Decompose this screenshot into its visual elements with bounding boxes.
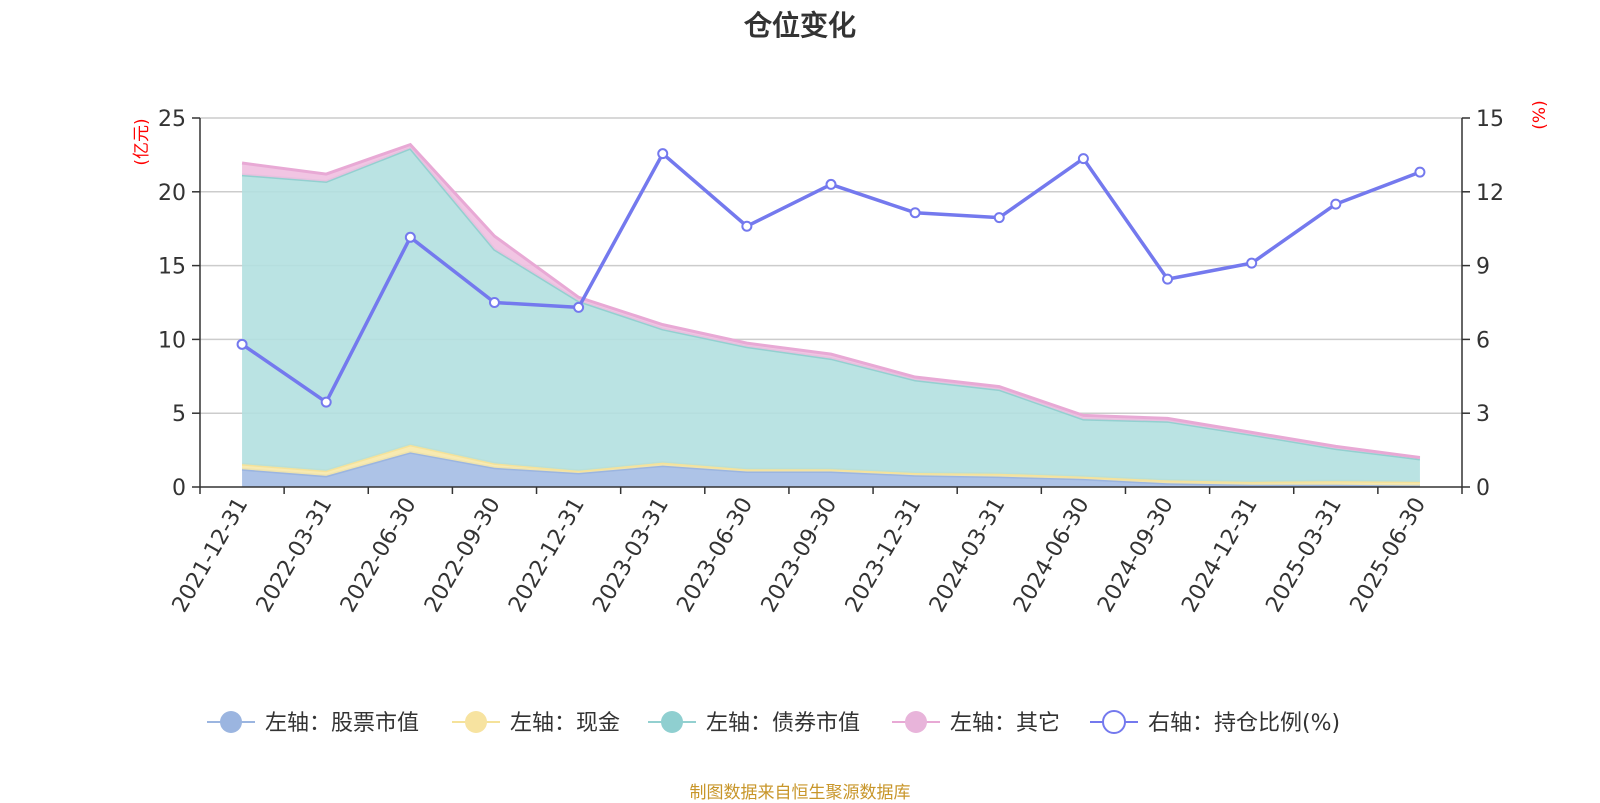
x-axis-tick-label: 2023-06-30	[672, 494, 758, 617]
legend-item: 左轴：债券市值	[648, 711, 860, 736]
legend-item: 左轴：现金	[452, 711, 620, 736]
legend-marker	[465, 711, 487, 733]
ratio-line	[236, 148, 1426, 408]
area-左轴：股票市值	[242, 452, 1420, 487]
ratio-point	[1077, 153, 1089, 165]
chart-title: 仓位变化	[743, 9, 856, 42]
left-axis-tick-label: 15	[158, 255, 186, 280]
legend-marker	[661, 711, 683, 733]
ratio-point	[1246, 257, 1258, 269]
x-axis-tick-label: 2025-03-31	[1261, 494, 1347, 617]
ratio-point	[488, 297, 500, 308]
left-axis-tick-label: 25	[158, 107, 186, 132]
left-axis-unit: (亿元)	[132, 118, 152, 165]
x-axis-tick-label: 2023-09-30	[757, 494, 843, 617]
legend-item: 左轴：其它	[892, 711, 1060, 736]
ratio-point	[825, 178, 837, 190]
x-axis-tick-label: 2024-12-31	[1177, 494, 1263, 617]
x-axis-tick-label: 2025-06-30	[1346, 494, 1432, 617]
right-axis-tick-label: 9	[1476, 255, 1490, 280]
right-axis-tick-label: 15	[1476, 107, 1504, 132]
ratio-point	[320, 396, 332, 408]
legend-label: 左轴：股票市值	[265, 711, 419, 736]
x-axis-tick-label: 2023-12-31	[841, 494, 927, 617]
legend-marker	[905, 711, 927, 733]
data-source-note: 制图数据来自恒生聚源数据库	[689, 783, 911, 803]
right-axis-tick-label: 3	[1476, 402, 1490, 427]
x-axis-tick-label: 2022-06-30	[336, 494, 422, 617]
right-axis-tick-label: 6	[1476, 328, 1490, 353]
ratio-point	[909, 207, 921, 219]
x-axis-tick-label: 2024-06-30	[1009, 494, 1095, 617]
ratio-point	[741, 220, 753, 232]
left-axis-tick-label: 20	[158, 181, 186, 206]
left-axis-tick-label: 0	[172, 476, 186, 501]
ratio-point	[404, 231, 416, 243]
left-axis-tick-label: 10	[158, 328, 186, 353]
ratio-point	[1162, 273, 1174, 285]
right-axis-unit: (%)	[1530, 100, 1550, 129]
x-axis-tick-label: 2022-12-31	[504, 494, 590, 617]
legend: 左轴：股票市值 左轴：现金 左轴：债券市值 左轴：其它 右轴：持仓比例(%)	[207, 710, 1340, 736]
legend-label: 左轴：债券市值	[706, 711, 860, 736]
x-axis-tick-label: 2022-03-31	[252, 494, 338, 617]
x-axis-tick-label: 2024-03-31	[925, 494, 1011, 617]
area-左轴：债券市值	[242, 148, 1420, 482]
legend-item: 右轴：持仓比例(%)	[1090, 710, 1340, 736]
legend-label: 左轴：现金	[510, 711, 620, 736]
ratio-point	[657, 148, 669, 160]
area-edge-左轴：其它	[241, 142, 1421, 459]
left-axis-tick-label: 5	[172, 402, 186, 427]
ratio-point	[236, 338, 248, 350]
ratio-point	[1330, 198, 1342, 210]
legend-label: 右轴：持仓比例(%)	[1148, 711, 1340, 736]
legend-marker	[220, 711, 242, 733]
ratio-point	[993, 212, 1005, 224]
legend-label: 左轴：其它	[950, 711, 1060, 736]
x-axis-tick-label: 2021-12-31	[168, 494, 254, 617]
ratio-point	[1414, 166, 1426, 178]
x-axis-tick-label: 2023-03-31	[588, 494, 674, 617]
x-axis-tick-label: 2022-09-30	[420, 494, 506, 617]
stacked-areas	[241, 142, 1421, 488]
x-axis-tick-label: 2024-09-30	[1093, 494, 1179, 617]
ratio-point	[573, 301, 585, 313]
legend-marker	[1102, 710, 1126, 734]
right-axis-tick-label: 0	[1476, 476, 1490, 501]
legend-item: 左轴：股票市值	[207, 711, 419, 736]
right-axis-tick-label: 12	[1476, 181, 1504, 206]
